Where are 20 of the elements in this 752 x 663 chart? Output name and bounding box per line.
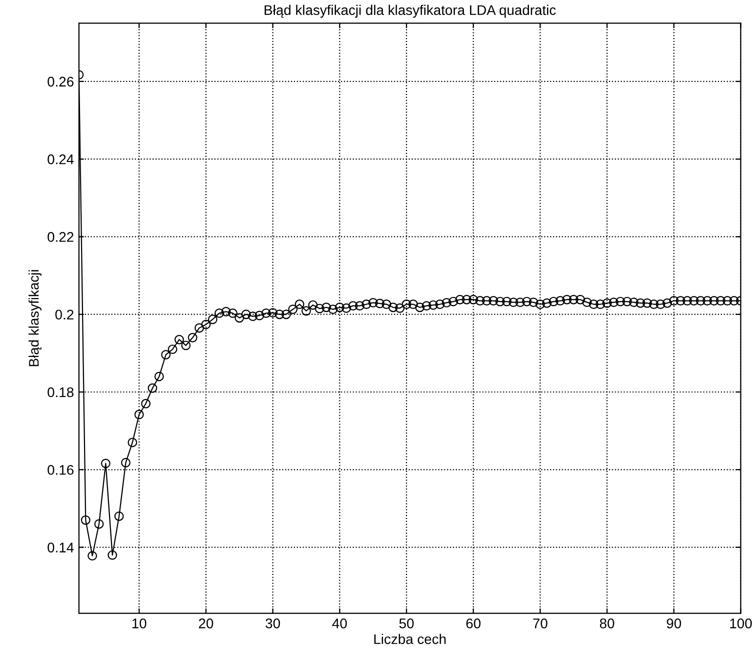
x-tick-label: 30: [266, 618, 280, 628]
x-tick-label: 100: [730, 618, 752, 628]
x-tick-label: 80: [600, 618, 614, 628]
y-tick-label: 0.14: [48, 542, 74, 552]
y-tick-label: 0.18: [48, 387, 74, 398]
x-tick-label: 20: [198, 618, 214, 628]
y-tick-label: 0.2: [55, 310, 74, 320]
y-axis-title: Błąd klasyfikacji: [28, 270, 42, 366]
x-axis-title: Liczba cech: [374, 634, 446, 644]
x-tick-label: 70: [533, 618, 548, 628]
chart-title: Błąd klasyfikacji dla klasyfikatora LDA quadratic: [264, 4, 556, 18]
y-tick-label: 0.16: [48, 464, 74, 475]
x-tick-label: 60: [466, 618, 481, 628]
y-tick-label: 0.24: [48, 154, 74, 164]
x-tick-label: 90: [666, 618, 682, 628]
x-tick-label: 10: [132, 618, 146, 628]
x-tick-label: 50: [399, 618, 414, 628]
y-tick-label: 0.22: [48, 232, 74, 242]
x-tick-label: 40: [332, 618, 347, 628]
y-tick-label: 0.26: [48, 76, 74, 87]
